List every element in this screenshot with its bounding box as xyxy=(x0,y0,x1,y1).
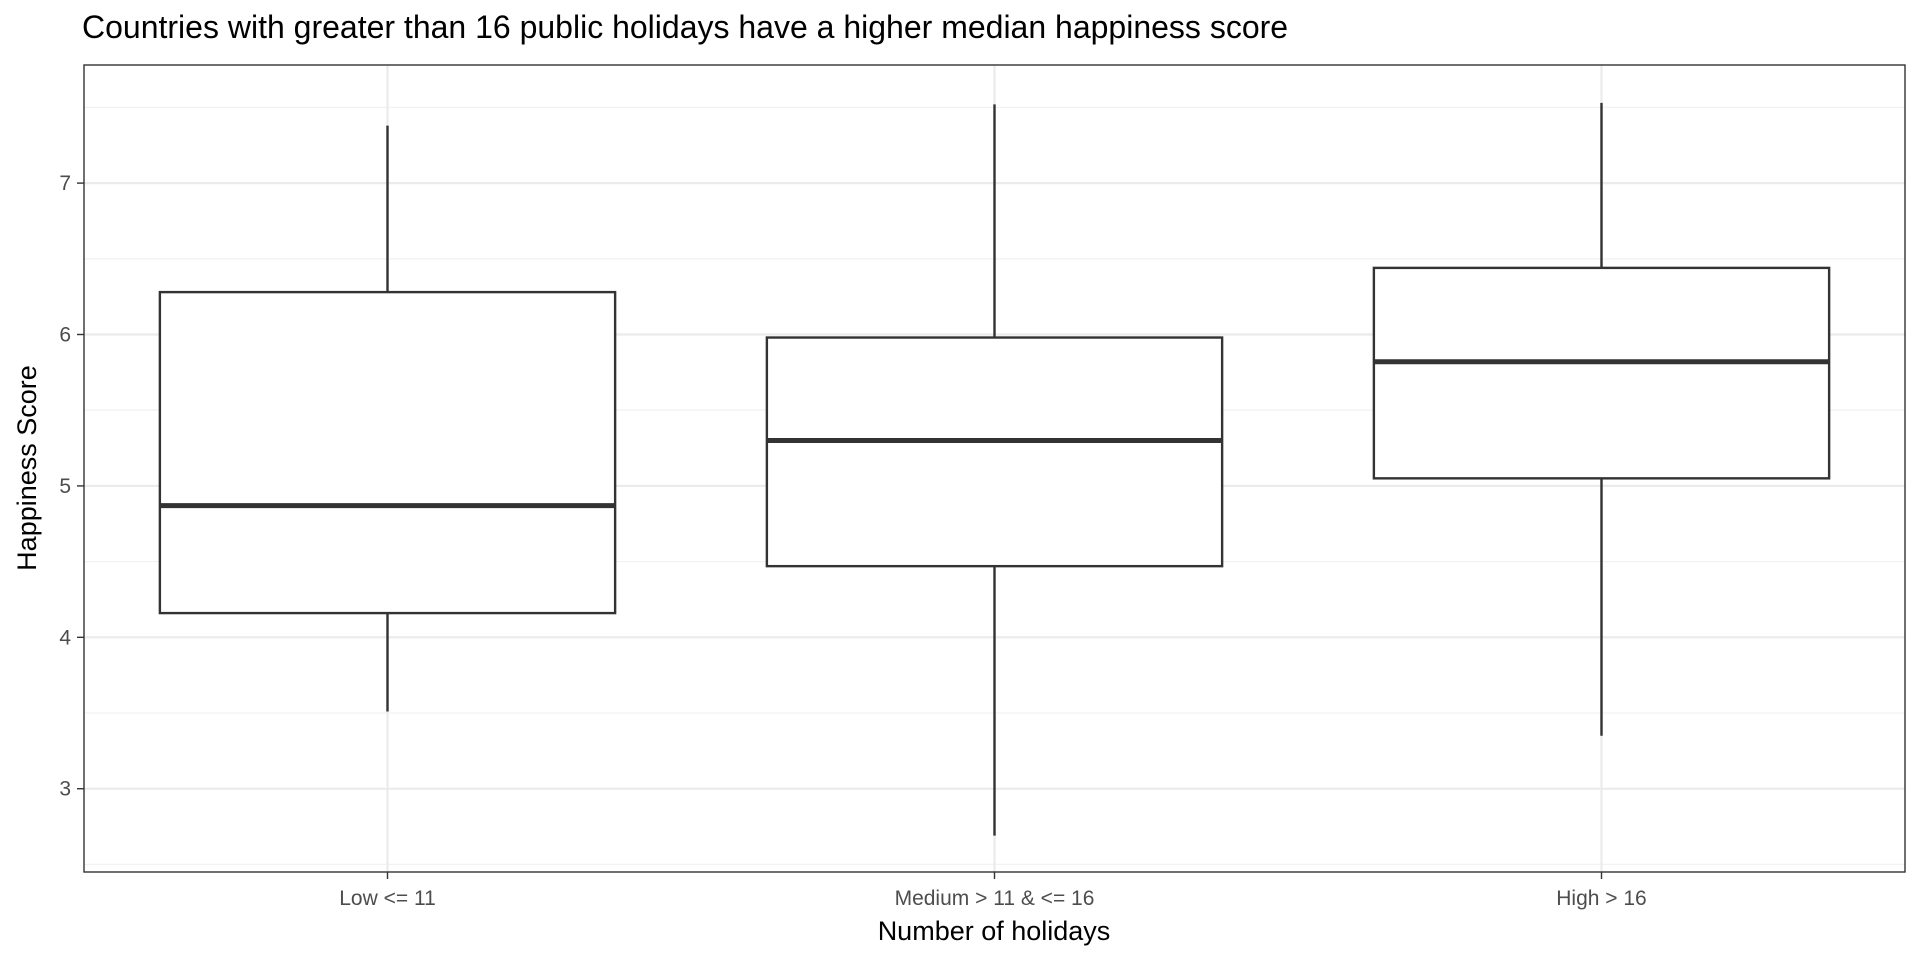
x-axis-ticks: Low <= 11 Medium > 11 & <= 16 High > 16 xyxy=(339,872,1647,910)
y-axis-ticks: 3 4 5 6 7 xyxy=(59,172,84,801)
x-axis-title: Number of holidays xyxy=(878,916,1111,946)
box-2 xyxy=(765,104,1224,836)
y-tick-label: 4 xyxy=(59,626,71,649)
box-body xyxy=(158,290,617,615)
box-body xyxy=(765,336,1224,568)
x-tick-label: Medium > 11 & <= 16 xyxy=(895,887,1095,910)
box-body xyxy=(1372,266,1831,480)
box-3 xyxy=(1372,102,1831,736)
x-tick-label: Low <= 11 xyxy=(339,887,436,910)
y-tick-label: 5 xyxy=(59,475,71,498)
x-tick-label: High > 16 xyxy=(1556,887,1646,910)
chart-title: Countries with greater than 16 public ho… xyxy=(82,9,1288,45)
y-axis-title: Happiness Score xyxy=(12,365,42,571)
box-1 xyxy=(158,125,617,712)
y-tick-label: 7 xyxy=(59,172,71,195)
y-tick-label: 6 xyxy=(59,324,71,347)
boxes xyxy=(158,102,1831,836)
y-tick-label: 3 xyxy=(59,778,71,801)
